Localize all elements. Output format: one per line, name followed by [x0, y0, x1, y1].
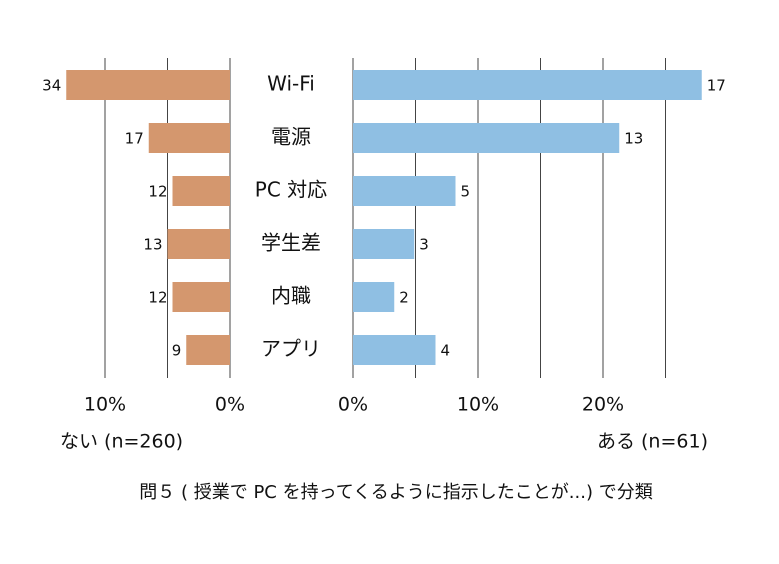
bar: [66, 70, 230, 100]
count-label: 13: [624, 130, 643, 148]
x-tick-label: 10%: [457, 394, 499, 416]
bar: [353, 70, 702, 100]
count-label: 17: [707, 77, 726, 95]
bar: [172, 282, 230, 312]
x-tick-label: 0%: [215, 394, 245, 416]
count-label: 13: [143, 236, 162, 254]
count-label: 3: [419, 236, 429, 254]
bar: [148, 123, 230, 153]
chart-title: 問５ ( 授業で PC を持ってくるように指示したことが...) で分類: [139, 482, 652, 503]
bar: [186, 335, 230, 365]
count-label: 4: [441, 342, 451, 360]
count-label: 9: [172, 342, 182, 360]
series-name: ある (n=61): [597, 431, 708, 453]
count-label: 2: [399, 289, 409, 307]
category-label: 学生差: [261, 231, 321, 255]
bar: [353, 229, 415, 259]
bar: [353, 282, 395, 312]
count-label: 5: [461, 183, 471, 201]
x-tick-label: 0%: [338, 394, 368, 416]
bar: [353, 123, 620, 153]
category-label: 内職: [271, 284, 311, 308]
bar: [353, 176, 456, 206]
count-label: 34: [42, 77, 61, 95]
category-label: アプリ: [261, 337, 321, 361]
count-label: 12: [148, 183, 167, 201]
bar: [167, 229, 230, 259]
count-label: 12: [148, 289, 167, 307]
category-label: 電源: [271, 125, 311, 149]
x-tick-label: 10%: [84, 394, 126, 416]
bar: [172, 176, 230, 206]
category-label: PC 対応: [255, 178, 327, 202]
x-tick-label: 20%: [582, 394, 624, 416]
bar: [353, 335, 436, 365]
count-label: 17: [125, 130, 144, 148]
series-name: ない (n=260): [60, 431, 183, 453]
category-label: Wi-Fi: [267, 72, 315, 96]
